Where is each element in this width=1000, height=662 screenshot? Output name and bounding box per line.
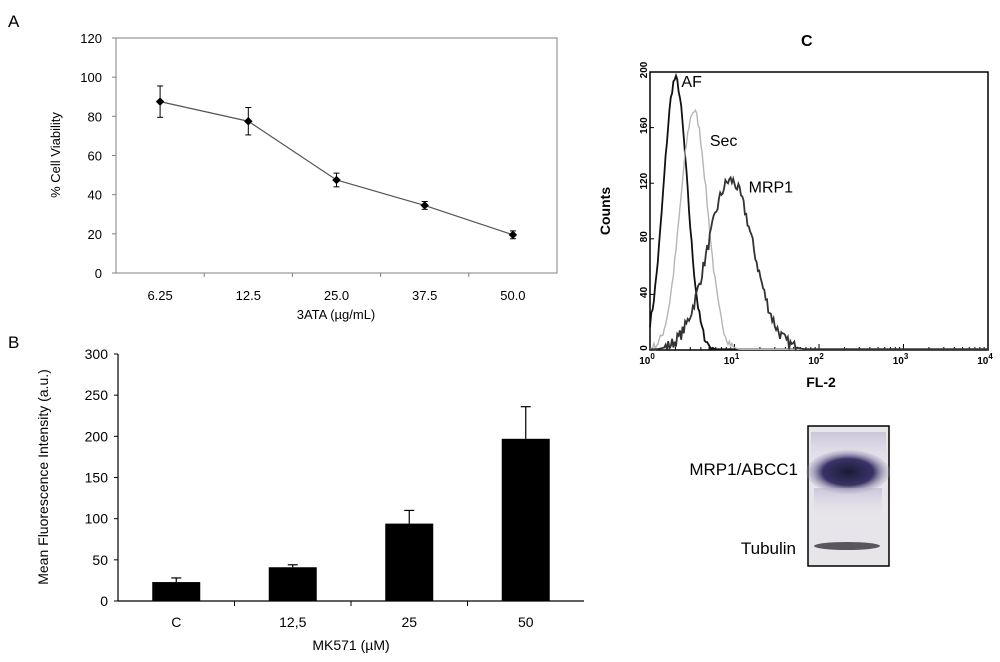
chart-a-xtick-label: 12.5 <box>236 288 261 303</box>
chart-a-ytick-label: 40 <box>88 188 102 203</box>
chart-a-point <box>244 116 253 126</box>
chart-b-ytick-label: 100 <box>85 511 109 527</box>
chart-c-ytick-label: 160 <box>639 117 650 134</box>
chart-a-series-line <box>159 101 514 236</box>
chart-b-x-axis-label: MK571 (µM) <box>312 637 389 653</box>
chart-a-plot-area <box>115 37 558 274</box>
chart-c-xtick-label: 104 <box>977 352 993 367</box>
blot-label-mrp1: MRP1/ABCC1 <box>689 460 798 479</box>
chart-b-ytick-label: 150 <box>85 470 109 486</box>
chart-b-bar <box>268 567 317 601</box>
chart-c-ytick-label: 40 <box>639 286 650 298</box>
chart-b-bar <box>501 438 550 601</box>
chart-c-xtick-label: 102 <box>808 352 824 367</box>
chart-a-xtick-label: 37.5 <box>412 288 437 303</box>
panel-label-b: B <box>8 333 19 352</box>
chart-c-xtick-exp: 0 <box>650 352 655 361</box>
chart-a-xtick-label: 25.0 <box>324 288 349 303</box>
blot-band-tubulin <box>814 542 880 550</box>
panel-label-c: C <box>801 33 813 50</box>
chart-c-ytick-label: 120 <box>639 172 650 189</box>
chart-b-xtick-label: 12,5 <box>279 614 306 630</box>
chart-b-ytick-label: 50 <box>92 552 108 568</box>
chart-c-xtick-base: 10 <box>808 356 820 367</box>
chart-c-curve-mrp1 <box>650 175 988 352</box>
panel-label-a: A <box>8 12 20 31</box>
chart-a-point <box>332 175 341 185</box>
chart-a-point <box>420 201 429 210</box>
chart-a-xtick-label: 50.0 <box>500 288 525 303</box>
chart-a-x-axis-label: 3ATA (µg/mL) <box>297 307 376 322</box>
western-blot: MRP1/ABCC1 Tubulin <box>689 425 890 567</box>
chart-c-curve-sec <box>649 108 988 352</box>
chart-b-bar <box>152 582 201 601</box>
chart-a-ytick-label: 80 <box>88 109 102 124</box>
chart-b-xtick-label: 50 <box>518 614 534 630</box>
blot-smear-lower <box>814 488 882 518</box>
chart-c-xtick-exp: 2 <box>819 352 824 361</box>
chart-c-xtick-exp: 3 <box>904 352 909 361</box>
chart-c-ytick-label: 80 <box>639 231 650 243</box>
chart-b-fluorescence: 0 50 100 150 200 250 300 C 12,5 25 50 Mean Fluore… <box>35 346 584 653</box>
chart-c-x-axis-label: FL-2 <box>806 374 836 390</box>
chart-c-xtick-exp: 4 <box>988 352 993 361</box>
blot-band-mrp1 <box>806 450 890 494</box>
chart-a-ytick-label: 60 <box>88 149 102 164</box>
blot-label-tubulin: Tubulin <box>741 539 796 558</box>
chart-a-viability: 0 20 40 60 80 100 120 6.25 12.5 25.0 37.5 50.0 % C… <box>48 31 558 322</box>
chart-a-ytick-label: 100 <box>80 70 102 85</box>
chart-c-xtick-base: 10 <box>893 356 905 367</box>
chart-c-legend-mrp1: MRP1 <box>749 179 794 196</box>
chart-c-y-axis-label: Counts <box>597 187 613 235</box>
chart-c-xtick-base: 10 <box>724 356 736 367</box>
chart-a-y-axis-label: % Cell Viability <box>48 112 63 198</box>
chart-a-ytick-label: 20 <box>88 227 102 242</box>
chart-b-xtick-label: C <box>171 614 181 630</box>
chart-c-xtick-base: 10 <box>639 356 651 367</box>
chart-c-xtick-base: 10 <box>977 356 989 367</box>
chart-c-plot-area <box>649 71 989 351</box>
chart-c-xtick-exp: 1 <box>735 352 740 361</box>
chart-b-ytick-label: 250 <box>85 387 109 403</box>
chart-b-ytick-label: 0 <box>100 593 108 609</box>
chart-b-ytick-label: 300 <box>85 346 109 362</box>
chart-c-xtick-label: 103 <box>893 352 909 367</box>
chart-c-xtick-label: 100 <box>639 352 655 367</box>
chart-a-ytick-label: 120 <box>80 31 102 46</box>
chart-a-point <box>155 97 165 106</box>
chart-c-xtick-label: 101 <box>724 352 740 367</box>
chart-b-ytick-label: 200 <box>85 428 109 444</box>
chart-a-point <box>508 230 518 240</box>
chart-b-xtick-label: 25 <box>401 614 417 630</box>
chart-b-bar <box>385 523 434 601</box>
chart-c-ytick-label: 0 <box>639 345 650 351</box>
chart-a-ytick-label: 0 <box>95 266 102 281</box>
chart-c-curve-af <box>649 72 988 351</box>
chart-c-ytick-label: 200 <box>639 61 650 78</box>
chart-b-y-axis-label: Mean Fluorescence Intensity (a.u.) <box>35 369 51 585</box>
chart-c-legend-sec: Sec <box>710 133 738 150</box>
chart-c-legend-af: AF <box>681 74 702 91</box>
chart-a-xtick-label: 6.25 <box>147 288 172 303</box>
